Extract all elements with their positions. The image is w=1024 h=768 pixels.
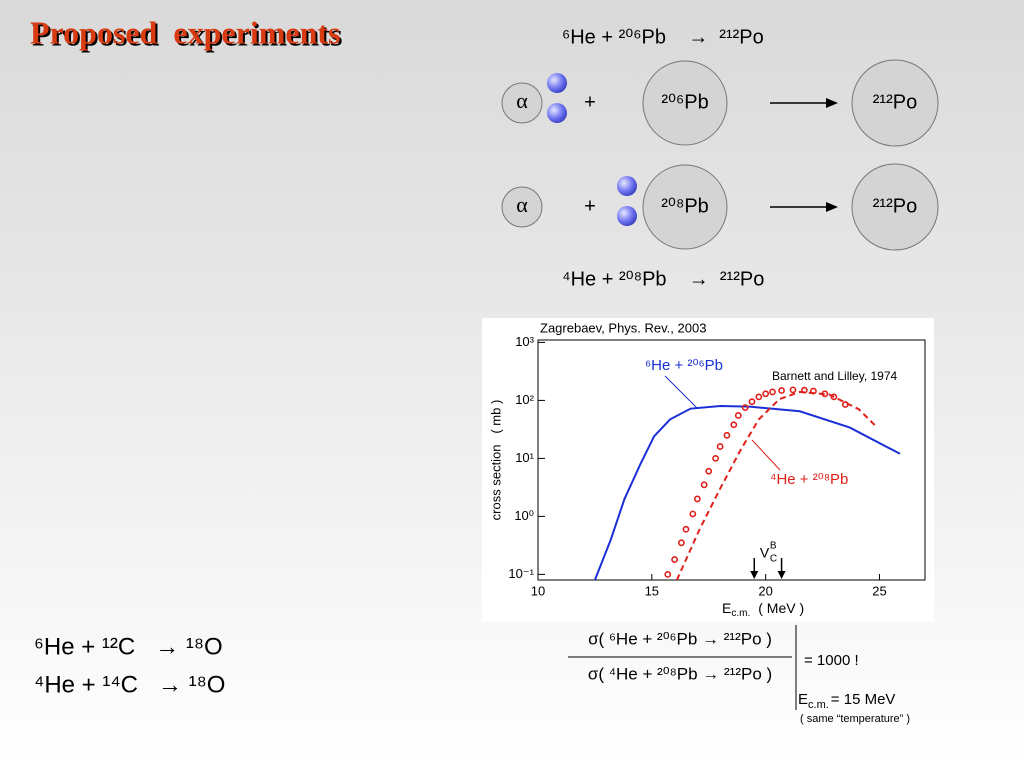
data-point [830,393,838,401]
x-label-subscript: c.m. [731,608,750,619]
data-point [678,539,685,547]
data-point [821,390,829,398]
barrier-superscript: B [770,541,777,552]
product: ²¹²Po [873,91,917,113]
reaction-row: α + ²⁰⁸Pb ²¹²Po [501,163,939,251]
data-point [682,525,690,533]
x-axis-label: Ec.m. ( MeV ) [722,600,804,619]
x-tick-label: 25 [872,583,886,598]
data-point [762,390,770,398]
data-point [800,386,808,394]
y-tick-label: 10² [515,392,534,407]
plot-frame [537,339,926,581]
series-label: Barnett and Lilley, 1974 [772,369,898,383]
data-point [734,412,742,419]
series-label: ⁴He + ²⁰⁸Pb [770,471,848,488]
neutron [617,176,637,196]
data-point [748,398,756,406]
x-tick-label: 20 [758,583,772,598]
series-label: ⁶He + ²⁰⁶Pb [645,357,723,374]
barrier-symbol: V [760,545,770,561]
projectile: α [516,192,528,217]
plus: + [584,195,596,217]
condition-subscript: c.m. [808,699,829,711]
data-point [693,495,701,503]
reaction-row: α + ²⁰⁶Pb ²¹²Po [501,59,939,147]
nucleus [851,163,939,251]
target: ²⁰⁶Pb [661,91,708,113]
x-label-symbol: E [722,600,731,616]
data-point [723,431,731,439]
projectile: α [516,88,528,113]
series-line [675,390,878,580]
y-tick-label: 10⁻¹ [508,566,534,581]
data-point [716,443,724,450]
y-tick-label: 10¹ [515,450,534,465]
reaction: ⁶He + ¹²C → ¹⁸O [34,633,223,660]
data-point [769,388,776,396]
ratio-condition: Ec.m. = 15 MeV [798,691,895,711]
barrier-subscript: C [770,554,777,565]
data-point [664,570,672,578]
label-leader [751,439,781,471]
nucleus [642,164,728,250]
series-line [593,405,901,580]
x-tick-label: 10 [531,583,545,598]
ratio-denominator: σ( ⁴He + ²⁰⁸Pb → ²¹²Po ) [588,664,772,683]
nucleus [642,60,728,146]
data-point [741,404,749,412]
ratio-numerator: σ( ⁶He + ²⁰⁶Pb → ²¹²Po ) [588,629,772,648]
product: ²¹²Po [873,195,917,217]
chart-annotation: Zagrebaev, Phys. Rev., 2003 [540,320,706,335]
alpha-circle [501,82,543,124]
ratio-note: ( same “temperature” ) [800,713,910,725]
barrier-arrow-head [777,571,786,579]
data-point [689,510,697,518]
arrow-head [826,202,838,212]
slide-title: Proposed experiments [30,14,340,50]
data-point [810,387,817,395]
arrow-head [826,98,838,108]
condition-symbol: E [798,691,808,708]
reaction: ⁴He + ¹⁴C → ¹⁸O [34,671,225,698]
target: ²⁰⁸Pb [661,195,709,217]
plus: + [584,91,596,113]
data-point [712,454,719,462]
y-tick-label: 10⁰ [514,508,534,523]
data-point [841,401,849,408]
neutron [547,73,567,93]
equation: ⁴He + ²⁰⁸Pb → ²¹²Po [562,268,764,290]
chart-background [482,318,934,622]
condition-value: = 15 MeV [831,691,896,708]
x-label-unit: ( MeV ) [758,600,804,616]
chart: Zagrebaev, Phys. Rev., 2003 cross sectio… [482,318,934,622]
data-point [730,421,738,429]
data-point [700,481,708,489]
data-point [705,467,713,475]
y-axis-label: cross section ( mb ) [488,400,503,521]
alpha-circle [501,186,543,228]
label-leader [664,375,698,409]
nucleus [851,59,939,147]
ratio-result: = 1000 ! [804,652,859,669]
data-point [671,556,678,563]
data-point [789,386,797,394]
barrier-arrow-head [750,571,759,579]
neutron [547,103,567,123]
neutron [617,206,637,226]
data-point [755,393,763,401]
title-shadow: Proposed experiments [32,16,342,52]
equation: ⁶He + ²⁰⁶Pb → ²¹²Po [562,26,764,48]
y-tick-label: 10³ [515,334,534,349]
x-tick-label: 15 [645,583,659,598]
data-point [778,387,785,394]
